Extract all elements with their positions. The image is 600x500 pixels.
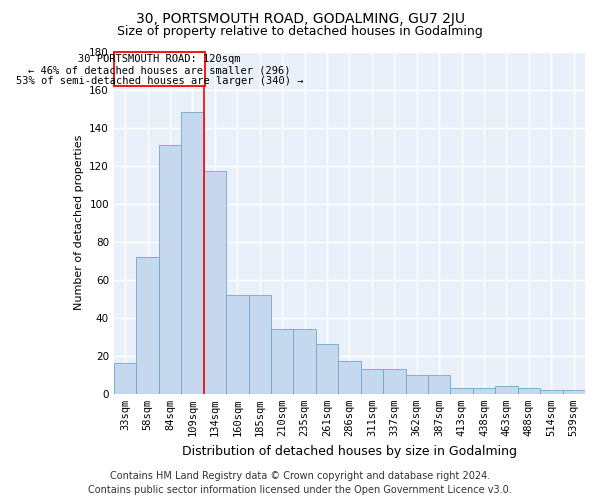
Bar bbox=[203, 172, 226, 394]
Bar bbox=[495, 386, 518, 394]
Bar bbox=[361, 369, 383, 394]
Text: 30 PORTSMOUTH ROAD: 120sqm: 30 PORTSMOUTH ROAD: 120sqm bbox=[78, 54, 241, 64]
Bar bbox=[226, 295, 248, 394]
Bar bbox=[271, 329, 293, 394]
Bar bbox=[473, 388, 495, 394]
Bar bbox=[518, 388, 540, 394]
Text: ← 46% of detached houses are smaller (296): ← 46% of detached houses are smaller (29… bbox=[28, 66, 290, 76]
Bar bbox=[338, 362, 361, 394]
Bar bbox=[181, 112, 203, 394]
Bar bbox=[293, 329, 316, 394]
Bar bbox=[383, 369, 406, 394]
Text: 30, PORTSMOUTH ROAD, GODALMING, GU7 2JU: 30, PORTSMOUTH ROAD, GODALMING, GU7 2JU bbox=[136, 12, 464, 26]
Text: Size of property relative to detached houses in Godalming: Size of property relative to detached ho… bbox=[117, 25, 483, 38]
Bar bbox=[406, 375, 428, 394]
X-axis label: Distribution of detached houses by size in Godalming: Distribution of detached houses by size … bbox=[182, 444, 517, 458]
Bar bbox=[563, 390, 585, 394]
Bar bbox=[540, 390, 563, 394]
Bar bbox=[451, 388, 473, 394]
Text: Contains HM Land Registry data © Crown copyright and database right 2024.
Contai: Contains HM Land Registry data © Crown c… bbox=[88, 471, 512, 495]
Y-axis label: Number of detached properties: Number of detached properties bbox=[74, 135, 84, 310]
Bar bbox=[159, 144, 181, 394]
Bar bbox=[428, 375, 451, 394]
Bar bbox=[316, 344, 338, 394]
Bar bbox=[248, 295, 271, 394]
FancyBboxPatch shape bbox=[114, 52, 205, 86]
Bar bbox=[114, 364, 136, 394]
Bar bbox=[136, 257, 159, 394]
Text: 53% of semi-detached houses are larger (340) →: 53% of semi-detached houses are larger (… bbox=[16, 76, 303, 86]
